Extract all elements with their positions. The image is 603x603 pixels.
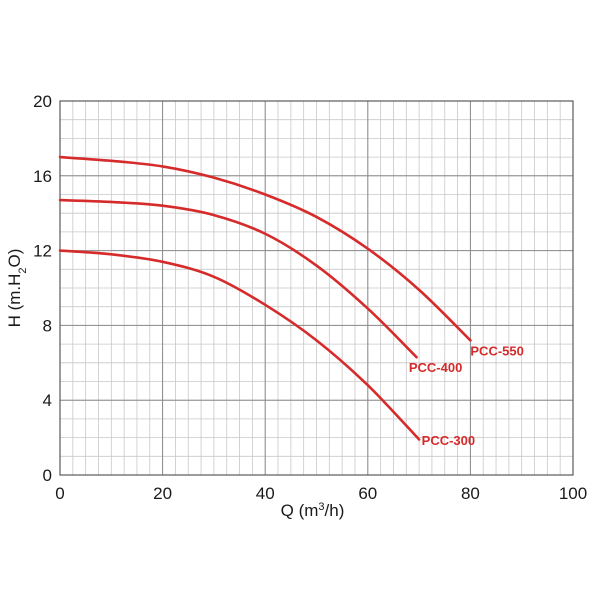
series-label-pcc-550: PCC-550 [470, 343, 523, 358]
series-lines [58, 155, 472, 441]
y-tick-label: 0 [43, 466, 52, 485]
y-tick-label: 16 [33, 167, 52, 186]
y-tick-label: 8 [43, 316, 52, 335]
series-line-pcc-550 [58, 155, 472, 342]
y-tick-label: 12 [33, 242, 52, 261]
x-tick-label: 0 [55, 484, 64, 503]
series-line-pcc-400 [58, 198, 418, 359]
y-axis-label-post: O) [5, 249, 24, 268]
minor-gridlines [59, 100, 574, 476]
x-tick-label: 80 [461, 484, 480, 503]
series-labels: PCC-550 PCC-400 PCC-300 [409, 343, 524, 448]
x-tick-labels: 0 20 40 60 80 100 [55, 484, 587, 503]
y-axis-label-sub: 2 [17, 267, 29, 273]
x-axis-label-sup: 3 [318, 501, 324, 513]
x-axis-label: Q (m3/h) [281, 501, 345, 520]
series-label-pcc-300: PCC-300 [422, 433, 475, 448]
x-axis-label-post: /h) [325, 501, 345, 520]
y-axis-label: H (m.H2O) [5, 249, 29, 328]
y-tick-label: 4 [43, 391, 52, 410]
series-line-pcc-300 [58, 249, 421, 441]
plot-frame [59, 100, 574, 476]
y-axis-label-pre: H (m.H [5, 274, 24, 328]
y-tick-labels: 0 4 8 12 16 20 [33, 92, 52, 485]
x-tick-label: 60 [358, 484, 377, 503]
x-tick-label: 100 [559, 484, 587, 503]
x-tick-label: 20 [153, 484, 172, 503]
series-label-pcc-400: PCC-400 [409, 360, 462, 375]
x-axis-label-pre: Q (m [281, 501, 319, 520]
x-tick-label: 40 [256, 484, 275, 503]
y-tick-label: 20 [33, 92, 52, 111]
